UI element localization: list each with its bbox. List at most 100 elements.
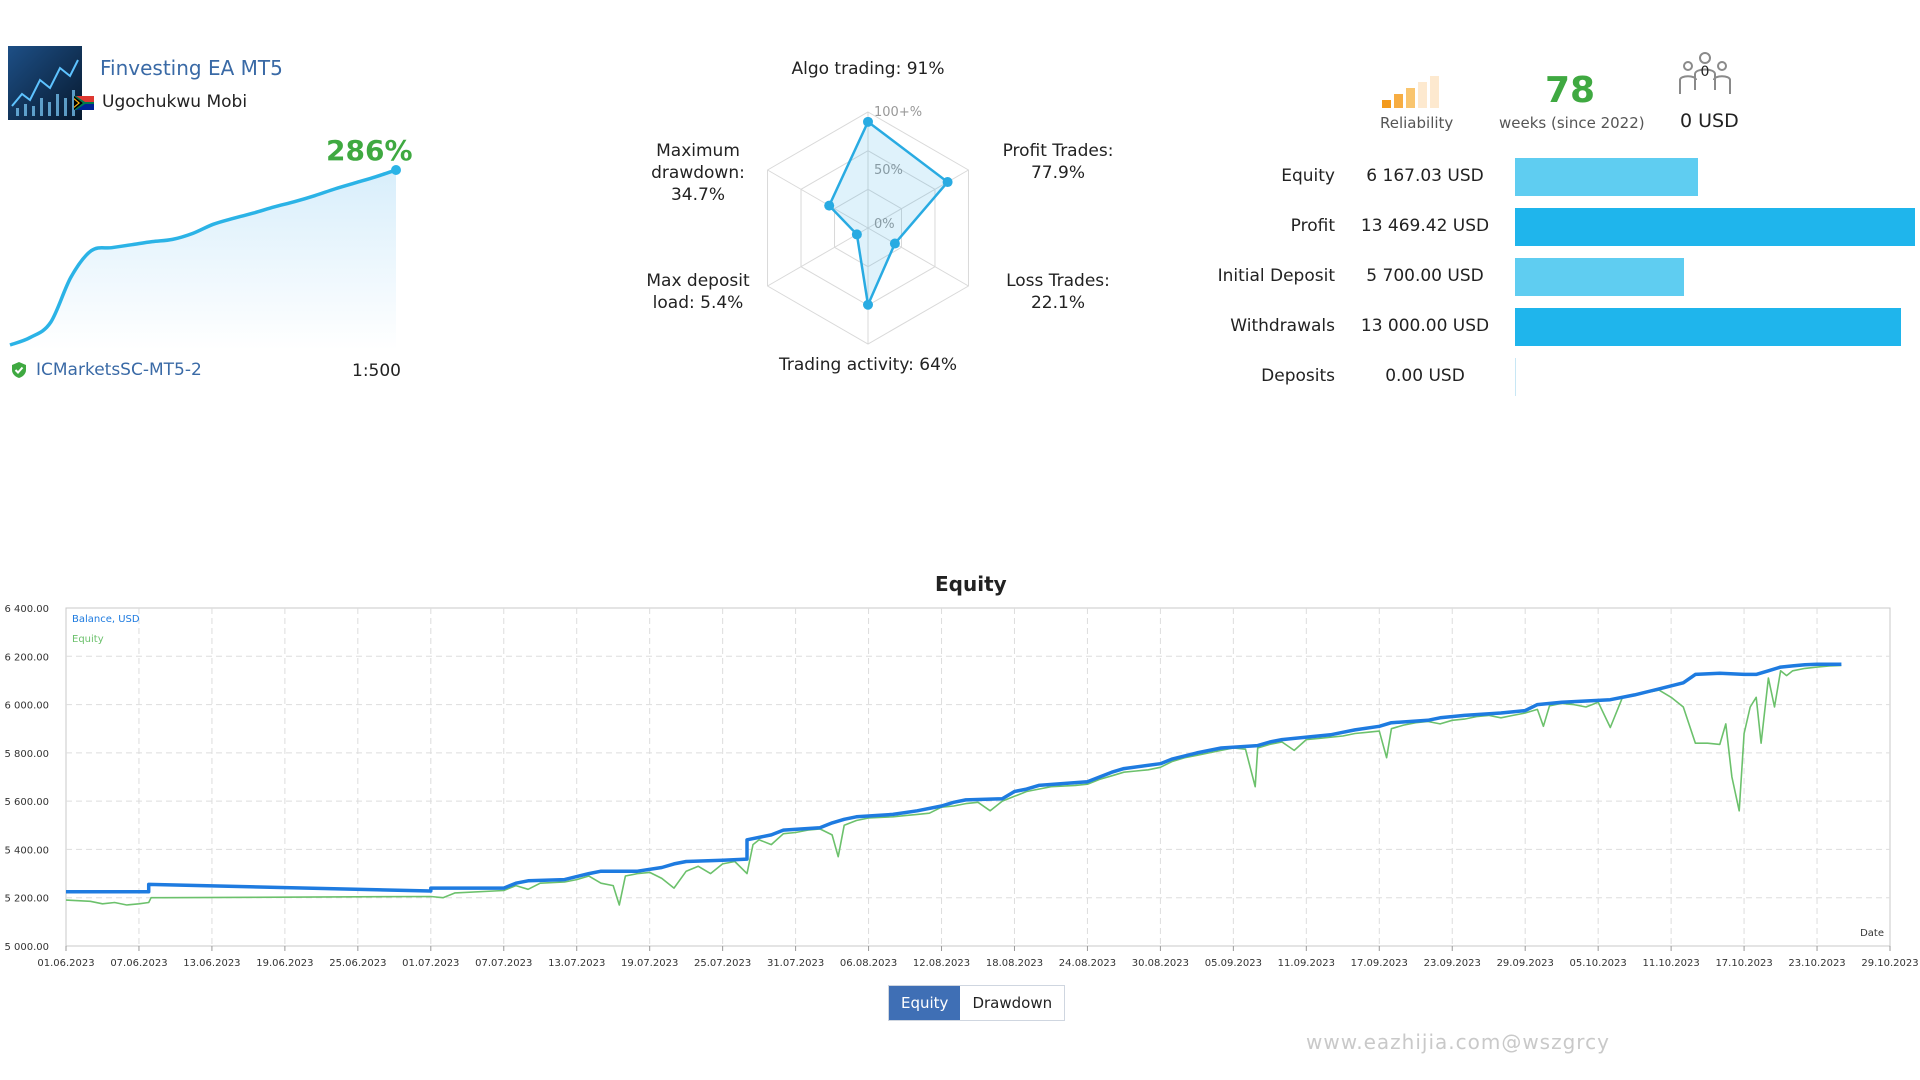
radar-axis-label: 34.7% <box>671 185 725 205</box>
equity-x-tick: 05.09.2023 <box>1205 958 1262 969</box>
radar-scale-label: 50% <box>874 163 903 178</box>
equity-x-tick: 11.10.2023 <box>1642 958 1699 969</box>
radar-axis-label: Profit Trades: <box>1003 141 1114 161</box>
equity-y-tick: 5 600.00 <box>4 797 49 808</box>
stat-bar <box>1515 358 1516 396</box>
equity-plot-area <box>65 607 1891 947</box>
stat-bar <box>1515 258 1685 296</box>
equity-x-tick: 24.08.2023 <box>1059 958 1116 969</box>
radar-axis-label: Loss Trades: <box>1006 271 1110 291</box>
mini-growth-area <box>10 170 396 350</box>
tab-equity[interactable]: Equity <box>889 986 961 1020</box>
radar-value-polygon <box>827 119 950 310</box>
radar-point <box>942 177 953 188</box>
radar-point <box>824 200 835 211</box>
equity-chart: 6 400.00 6 200.00 6 000.00 5 800.00 5 600.00… <box>4 604 1919 969</box>
server-row: ICMarketsSC-MT5-2 <box>10 360 202 380</box>
stat-bar <box>1515 158 1699 196</box>
equity-x-tick: 18.08.2023 <box>986 958 1043 969</box>
watermark: www.eazhijia.com@wszgrcy <box>1306 1030 1610 1054</box>
radar-axis-label: Maximum <box>656 141 740 161</box>
radar-grid-spoke <box>767 227 869 287</box>
radar-axis-label: Algo trading: 91% <box>791 59 944 79</box>
equity-x-tick: 31.07.2023 <box>767 958 824 969</box>
equity-x-tick: 07.06.2023 <box>110 958 167 969</box>
mini-growth-endpoint <box>391 165 401 175</box>
radar-axis-label: 22.1% <box>1031 293 1085 313</box>
equity-x-tick: 11.09.2023 <box>1278 958 1335 969</box>
radar-axis-label: load: 5.4% <box>653 293 744 313</box>
stat-value: 13 469.42 USD <box>1360 216 1490 236</box>
radar-scale-labels: 100+% 50% 0% <box>874 105 922 232</box>
reliability-bar <box>1394 94 1403 108</box>
stat-label: Initial Deposit <box>1217 266 1335 286</box>
radar-point <box>889 238 900 249</box>
growth-percent: 286% <box>326 134 413 167</box>
radar-point <box>863 116 873 127</box>
equity-x-tick: 13.07.2023 <box>548 958 605 969</box>
radar-axis-label: Trading activity: 64% <box>778 355 957 375</box>
radar-chart: 100+% 50% 0% Algo trading: 91% Profit Trade… <box>646 59 1113 375</box>
equity-y-tick: 6 200.00 <box>4 652 49 663</box>
owner-name[interactable]: Ugochukwu Mobi <box>102 92 248 112</box>
radar-grid-spoke <box>867 227 969 287</box>
stat-label: Profit <box>1290 216 1335 236</box>
equity-y-tick: 5 200.00 <box>4 894 49 905</box>
server-name[interactable]: ICMarketsSC-MT5-2 <box>36 360 202 380</box>
owner-row: Ugochukwu Mobi <box>74 92 247 112</box>
stat-value: 5 700.00 USD <box>1366 266 1484 286</box>
reliability-label: Reliability <box>1380 114 1454 132</box>
equity-y-tick: 5 400.00 <box>4 845 49 856</box>
equity-series <box>65 662 1842 906</box>
equity-y-tick: 6 400.00 <box>4 604 49 615</box>
equity-x-tick: 25.07.2023 <box>694 958 751 969</box>
radar-axis-labels: Algo trading: 91% Profit Trades:77.9% Loss… <box>646 59 1113 375</box>
radar-axis-label: drawdown: <box>651 163 745 183</box>
equity-legend: Balance, USD Equity <box>72 614 140 645</box>
equity-x-ticks: 01.06.2023 07.06.2023 13.06.2023 19.06.2023… <box>37 946 1919 969</box>
equity-x-tick: 25.06.2023 <box>329 958 386 969</box>
mini-growth-chart <box>9 165 401 350</box>
radar-scale-label: 100+% <box>874 105 922 120</box>
stat-value: 13 000.00 USD <box>1360 316 1490 336</box>
equity-x-tick: 23.10.2023 <box>1788 958 1845 969</box>
equity-x-axis-label: Date <box>1860 928 1884 939</box>
reliability-bars-icon <box>1382 76 1439 108</box>
equity-x-tick: 29.10.2023 <box>1861 958 1918 969</box>
tab-drawdown[interactable]: Drawdown <box>960 986 1065 1020</box>
stat-value: 6 167.03 USD <box>1366 166 1484 186</box>
equity-y-tick: 5 000.00 <box>4 942 49 953</box>
equity-x-tick: 19.06.2023 <box>256 958 313 969</box>
equity-legend-item: Balance, USD <box>72 614 140 625</box>
weeks-count: 78 <box>1545 70 1596 111</box>
equity-chart-title: Equity <box>935 572 1007 596</box>
equity-y-tick: 6 000.00 <box>4 701 49 712</box>
equity-x-tick: 01.06.2023 <box>37 958 94 969</box>
stat-label: Withdrawals <box>1230 316 1335 336</box>
subscribers-icon <box>1679 52 1731 94</box>
radar-grid-spoke <box>767 169 869 229</box>
subscription-amount: 0 USD <box>1680 110 1739 132</box>
balance-line <box>66 662 1842 894</box>
stat-value: 0.00 USD <box>1385 366 1465 386</box>
radar-axis-label: 77.9% <box>1031 163 1085 183</box>
stat-bar <box>1515 208 1915 246</box>
ea-name[interactable]: Finvesting EA MT5 <box>100 56 283 80</box>
radar-scale-label: 0% <box>874 217 895 232</box>
radar-point <box>851 229 862 240</box>
equity-x-tick: 30.08.2023 <box>1132 958 1189 969</box>
ea-avatar-icon[interactable] <box>8 46 82 120</box>
equity-x-tick: 17.09.2023 <box>1351 958 1408 969</box>
equity-x-tick: 07.07.2023 <box>475 958 532 969</box>
radar-points <box>824 116 953 310</box>
reliability-bar <box>1382 100 1391 108</box>
radar-point <box>863 299 873 310</box>
equity-x-tick: 12.08.2023 <box>913 958 970 969</box>
reliability-bar <box>1418 82 1427 108</box>
equity-x-tick: 29.09.2023 <box>1497 958 1554 969</box>
shield-check-icon <box>10 361 28 379</box>
stat-label: Equity <box>1281 166 1335 186</box>
stat-label: Deposits <box>1261 366 1335 386</box>
reliability-bar <box>1430 76 1439 108</box>
equity-x-tick: 13.06.2023 <box>183 958 240 969</box>
